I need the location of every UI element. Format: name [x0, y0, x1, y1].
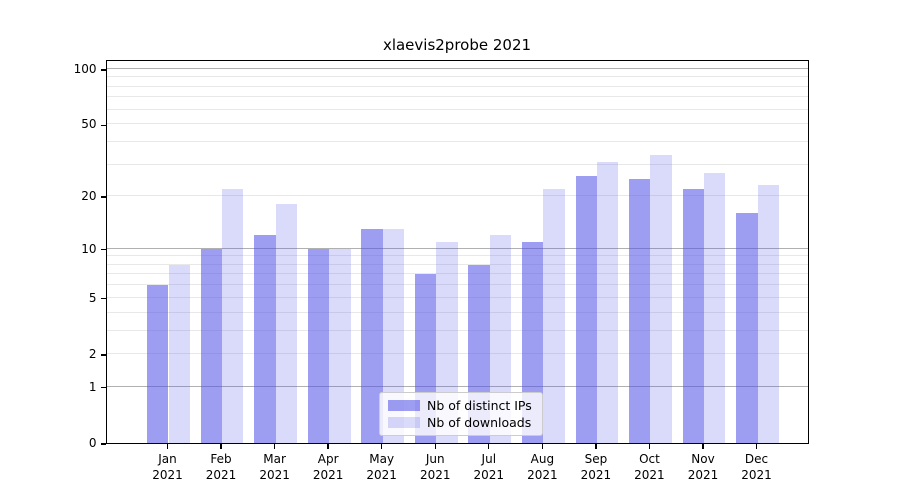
bar-distinct-ips-jan	[147, 285, 169, 443]
y-tick-label-10: 10	[81, 241, 97, 256]
y-tick-20	[100, 196, 106, 198]
x-tick-label-may: May 2021	[366, 452, 397, 482]
y-tick-1	[100, 387, 106, 389]
bar-distinct-ips-nov	[682, 188, 704, 443]
y-tick-label-1: 1	[88, 379, 97, 394]
legend-swatch-downloads	[388, 417, 420, 429]
bar-distinct-ips-sep	[575, 175, 597, 443]
gridline-major-1	[106, 385, 808, 387]
x-tick-label-dec: Dec 2021	[741, 452, 772, 482]
bar-downloads-oct	[650, 154, 672, 443]
bar-distinct-ips-mar	[254, 235, 276, 443]
x-tick-may	[381, 444, 383, 449]
y-tick-label-5: 5	[88, 290, 97, 305]
y-tick-label-50: 50	[81, 117, 97, 132]
gridline-major-100	[106, 67, 808, 69]
bar-downloads-mar	[275, 204, 297, 443]
legend-row-downloads: Nb of downloads	[388, 415, 534, 430]
gridline-minor-2	[106, 352, 808, 354]
gridline-minor-20	[106, 195, 808, 197]
gridline-major-10	[106, 247, 808, 249]
gridline-minor-3	[106, 329, 808, 331]
y-tick-label-0: 0	[88, 436, 97, 450]
y-tick-100	[100, 69, 106, 71]
gridline-minor-7	[106, 273, 808, 275]
bar-downloads-jan	[168, 264, 190, 443]
x-tick-label-mar: Mar 2021	[259, 452, 290, 482]
bar-distinct-ips-apr	[307, 248, 330, 443]
x-tick-label-jun: Jun 2021	[419, 452, 451, 482]
y-tick-10	[100, 248, 106, 251]
bar-downloads-dec	[757, 185, 779, 443]
gridline-minor-8	[106, 263, 808, 265]
x-tick-label-oct: Oct 2021	[634, 452, 665, 482]
bar-distinct-ips-may	[361, 229, 383, 443]
bar-downloads-aug	[543, 188, 565, 443]
x-tick-label-jul: Jul 2021	[473, 452, 505, 482]
y-tick-50	[100, 124, 106, 126]
gridline-minor-5	[106, 296, 808, 298]
legend-row-distinct-ips: Nb of distinct IPs	[388, 398, 534, 413]
gridline-minor-90	[106, 76, 808, 78]
x-tick-jul	[488, 444, 490, 449]
y-tick-2	[100, 354, 106, 356]
x-tick-label-jan: Jan 2021	[152, 452, 183, 482]
x-tick-sep	[595, 444, 597, 449]
legend-swatch-distinct-ips	[388, 399, 420, 411]
x-tick-label-nov: Nov 2021	[687, 452, 719, 482]
bar-downloads-jul	[489, 235, 512, 443]
plot-area	[105, 60, 809, 444]
y-tick-5	[100, 298, 106, 300]
gridline-minor-30	[106, 163, 808, 165]
bar-downloads-nov	[704, 172, 726, 443]
bar-downloads-apr	[329, 248, 351, 443]
gridline-minor-80	[106, 85, 808, 87]
legend-label-downloads: Nb of downloads	[427, 415, 532, 431]
y-tick-label-100: 100	[73, 61, 97, 76]
gridline-minor-9	[106, 255, 808, 257]
bar-downloads-feb	[222, 188, 244, 443]
gridline-minor-4	[106, 311, 808, 313]
x-tick-jun	[434, 444, 436, 449]
legend-label-distinct-ips: Nb of distinct IPs	[427, 397, 532, 413]
x-tick-jan	[166, 444, 169, 449]
y-tick-0	[100, 443, 106, 445]
bar-downloads-may	[382, 229, 405, 443]
x-tick-label-aug: Aug 2021	[527, 452, 558, 482]
x-tick-aug	[541, 444, 544, 449]
bar-downloads-sep	[596, 162, 619, 443]
x-tick-dec	[755, 444, 758, 449]
y-tick-label-20: 20	[81, 189, 97, 204]
y-tick-label-2: 2	[88, 346, 97, 361]
x-tick-feb	[220, 444, 222, 449]
x-tick-mar	[273, 444, 276, 449]
gridline-minor-40	[106, 140, 808, 142]
bar-distinct-ips-oct	[629, 178, 651, 443]
x-tick-apr	[327, 444, 329, 449]
x-tick-oct	[648, 444, 651, 449]
gridline-minor-50	[106, 123, 808, 125]
gridline-minor-60	[106, 108, 808, 110]
bar-distinct-ips-feb	[200, 248, 223, 443]
x-tick-label-apr: Apr 2021	[312, 452, 344, 482]
x-tick-label-feb: Feb 2021	[205, 452, 237, 482]
gridline-minor-70	[106, 96, 808, 98]
x-tick-label-sep: Sep 2021	[580, 452, 612, 482]
x-tick-nov	[702, 444, 704, 449]
gridline-minor-6	[106, 284, 808, 286]
bar-distinct-ips-dec	[736, 213, 758, 443]
chart-title: xlaevis2probe 2021	[382, 36, 532, 54]
legend: Nb of distinct IPs Nb of downloads	[379, 392, 543, 436]
